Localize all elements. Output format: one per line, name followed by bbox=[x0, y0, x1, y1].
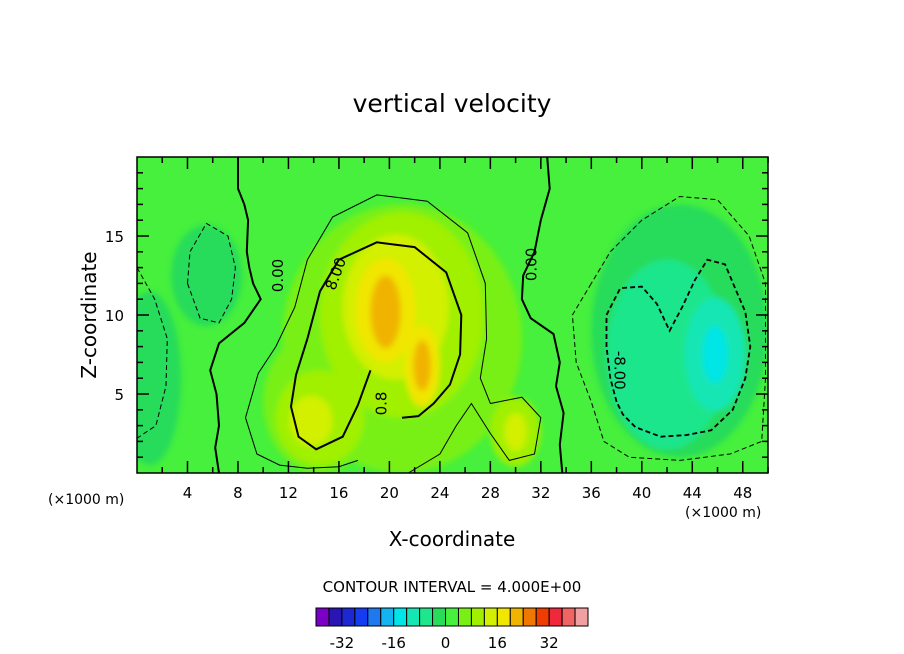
updraft-core bbox=[289, 395, 333, 447]
x-tick-label: 20 bbox=[380, 484, 399, 502]
contour-lines bbox=[137, 157, 766, 473]
x-tick-label: 40 bbox=[632, 484, 651, 502]
colorbar-label: 16 bbox=[488, 634, 507, 652]
contour-minus-8 bbox=[605, 258, 752, 438]
colorbar-swatch bbox=[522, 607, 537, 627]
downdraft-core bbox=[606, 259, 728, 450]
x-tick-label: 32 bbox=[531, 484, 550, 502]
colorbar-label: 0 bbox=[441, 634, 451, 652]
contour-minus-4 bbox=[571, 195, 766, 461]
colorbar-label: -32 bbox=[330, 634, 355, 652]
colorbar-swatch bbox=[432, 607, 447, 627]
colorbar-swatch bbox=[328, 607, 343, 627]
y-tick-label: 15 bbox=[105, 228, 124, 246]
colorbar-swatch bbox=[483, 607, 498, 627]
x-unit-right: (×1000 m) bbox=[685, 505, 761, 521]
contour-4 bbox=[294, 194, 542, 473]
colorbar-swatch bbox=[445, 607, 459, 627]
y-axis-label: Z-coordinate bbox=[77, 251, 101, 378]
x-tick-label: 48 bbox=[733, 484, 752, 502]
downdraft-peak bbox=[702, 326, 728, 383]
colorbar-swatch bbox=[509, 607, 524, 627]
x-tick-label: 28 bbox=[481, 484, 500, 502]
contour-label: 0.00 bbox=[523, 248, 541, 281]
y-tick-label: 5 bbox=[114, 386, 124, 404]
x-tick-label: 16 bbox=[329, 484, 348, 502]
x-tick-label: 4 bbox=[183, 484, 193, 502]
colorbar: -32 -16 0 16 32 bbox=[315, 607, 589, 652]
colorbar-swatch bbox=[354, 607, 369, 627]
updraft-peak bbox=[370, 275, 401, 349]
contour-interval-label: CONTOUR INTERVAL = 4.000E+00 bbox=[323, 578, 582, 596]
colorbar-swatch bbox=[406, 607, 421, 627]
colorbar-swatch bbox=[367, 607, 382, 627]
downdraft-zone bbox=[137, 291, 182, 466]
x-unit-left: (×1000 m) bbox=[48, 492, 124, 508]
updraft-core bbox=[504, 412, 527, 451]
contour-8-low bbox=[289, 338, 372, 451]
colorbar-swatch bbox=[457, 607, 472, 627]
colorbar-swatch bbox=[419, 607, 434, 627]
colorbar-swatch bbox=[535, 607, 550, 627]
downdraft-zone bbox=[171, 224, 242, 327]
colorbar-swatch bbox=[561, 607, 576, 627]
contour-8 bbox=[306, 241, 463, 419]
x-axis-label: X-coordinate bbox=[389, 527, 516, 551]
contour-label: -8.00 bbox=[611, 351, 629, 390]
x-tick-label: 36 bbox=[582, 484, 601, 502]
x-tick-label: 12 bbox=[279, 484, 298, 502]
colorbar-swatch bbox=[380, 607, 395, 627]
colorbar-swatch bbox=[548, 607, 563, 627]
y-tick-label: 10 bbox=[105, 307, 124, 325]
zero-contour-right bbox=[520, 157, 565, 473]
contour-minus-4-edge bbox=[137, 267, 168, 439]
colorbar-swatch bbox=[470, 607, 485, 627]
contour-4-low bbox=[244, 306, 359, 469]
chart-title: vertical velocity bbox=[353, 89, 552, 118]
x-tick-label: 24 bbox=[430, 484, 449, 502]
colorbar-swatch bbox=[496, 607, 511, 627]
contour-field: 0.00 8.00 0.00-8.000.8 bbox=[137, 157, 768, 473]
colorbar-swatch bbox=[341, 607, 356, 627]
updraft-peak bbox=[413, 340, 432, 391]
contour-label: 0.8 bbox=[372, 392, 390, 416]
colorbar-swatch bbox=[315, 607, 330, 627]
colorbar-label: -16 bbox=[381, 634, 406, 652]
colorbar-label: 32 bbox=[540, 634, 559, 652]
contour-minus-4-left bbox=[187, 222, 236, 324]
colorbar-swatch bbox=[393, 607, 408, 627]
colorbar-swatch bbox=[574, 607, 589, 627]
x-tick-label: 8 bbox=[233, 484, 243, 502]
x-tick-label: 44 bbox=[683, 484, 702, 502]
zero-contour-left bbox=[209, 157, 262, 473]
contour-label: 0.00 bbox=[269, 259, 287, 292]
